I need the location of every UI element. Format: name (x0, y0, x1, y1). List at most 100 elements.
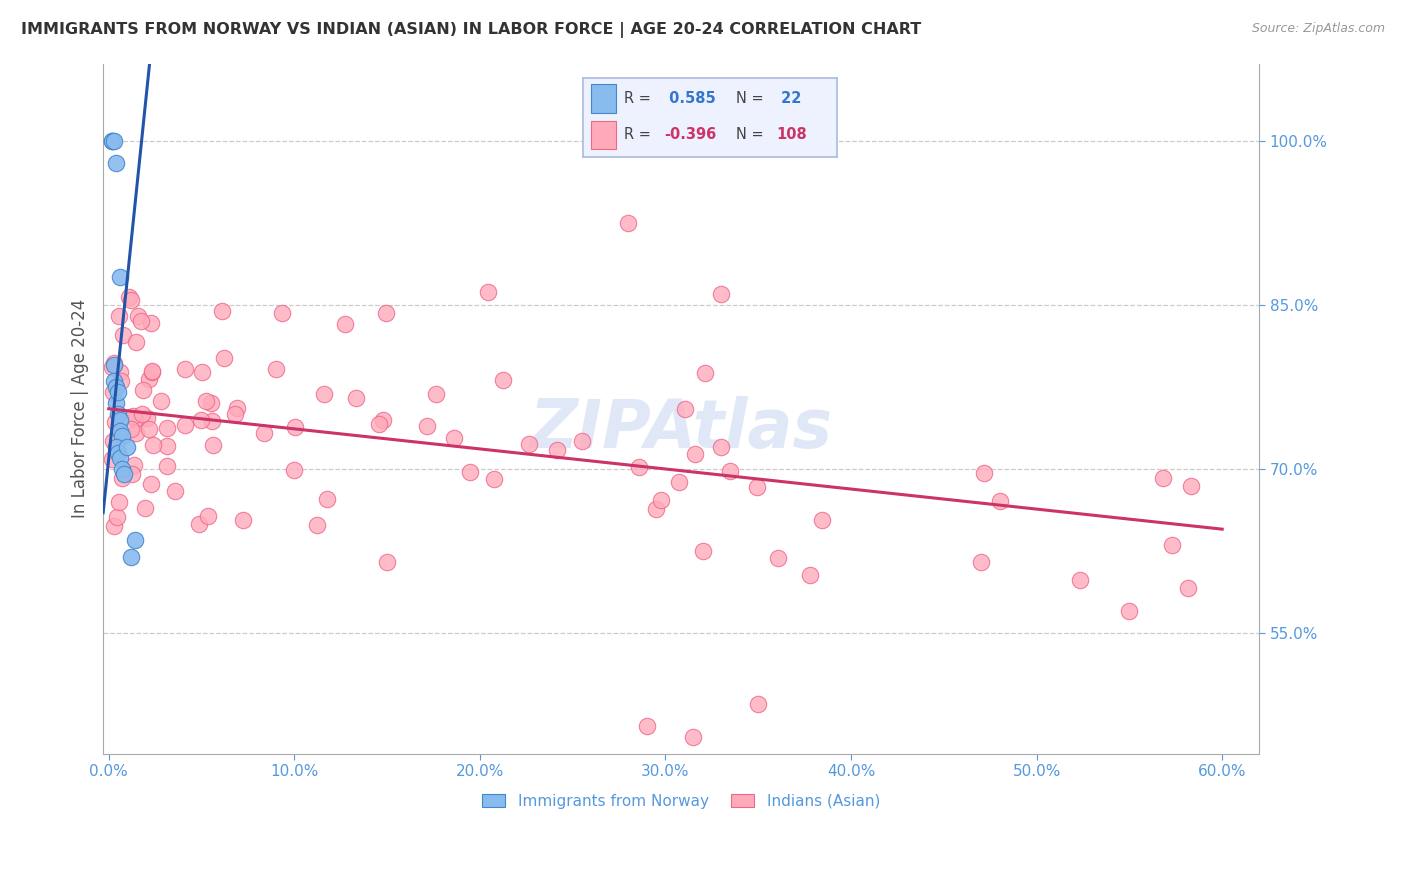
Point (314, 387, 336, 401)
Point (264, 362, 287, 376)
Point (108, 270, 131, 285)
Point (718, 465, 741, 479)
Point (129, 314, 152, 328)
Point (108, 413, 131, 427)
Point (650, 493, 672, 508)
Point (693, 366, 716, 380)
Point (120, 293, 142, 307)
Point (141, 365, 163, 379)
Point (163, 483, 186, 498)
Point (155, 439, 177, 453)
Text: IMMIGRANTS FROM NORWAY VS INDIAN (ASIAN) IN LABOR FORCE | AGE 20-24 CORRELATION : IMMIGRANTS FROM NORWAY VS INDIAN (ASIAN)… (21, 22, 921, 38)
Point (226, 401, 249, 415)
Point (628, 459, 651, 474)
Point (122, 409, 145, 424)
Point (747, 480, 769, 494)
Point (131, 407, 153, 421)
Point (683, 447, 706, 461)
Point (103, 358, 125, 372)
Point (112, 328, 135, 343)
Point (477, 285, 499, 300)
Point (571, 434, 593, 449)
Point (108, 450, 131, 465)
Point (271, 306, 294, 320)
Point (124, 412, 146, 426)
Point (307, 518, 329, 533)
Point (101, 385, 124, 400)
Point (1180, 479, 1202, 493)
Point (458, 465, 481, 479)
Point (484, 471, 506, 485)
Point (636, 719, 658, 733)
Point (747, 698, 769, 712)
Point (139, 477, 162, 491)
Point (232, 513, 254, 527)
Point (645, 501, 668, 516)
Point (191, 365, 214, 379)
Point (101, 134, 124, 148)
Point (131, 383, 153, 397)
Point (200, 395, 222, 409)
Point (117, 440, 139, 454)
Point (211, 304, 233, 318)
Point (121, 467, 143, 481)
Point (105, 380, 128, 394)
Point (111, 462, 134, 476)
Point (1152, 471, 1174, 485)
Point (174, 418, 197, 433)
Point (150, 394, 173, 409)
Point (120, 549, 142, 564)
Y-axis label: In Labor Force | Age 20-24: In Labor Force | Age 20-24 (72, 299, 89, 518)
Point (110, 374, 132, 388)
Text: Source: ZipAtlas.com: Source: ZipAtlas.com (1251, 22, 1385, 36)
Point (108, 424, 131, 438)
Point (111, 429, 134, 443)
Point (224, 407, 246, 421)
Point (105, 440, 128, 454)
Point (212, 351, 235, 365)
Point (811, 513, 834, 527)
Point (710, 440, 733, 454)
Point (197, 508, 219, 523)
Point (799, 567, 821, 582)
Point (190, 413, 212, 427)
Point (101, 359, 124, 374)
Point (284, 420, 307, 434)
Point (1118, 604, 1140, 618)
Point (682, 730, 704, 744)
Point (103, 375, 125, 389)
Point (1160, 538, 1182, 552)
Point (105, 155, 128, 169)
Point (333, 317, 356, 331)
Point (492, 373, 515, 387)
Point (107, 445, 129, 459)
Point (138, 422, 160, 436)
Point (375, 305, 398, 319)
Point (201, 414, 224, 428)
Point (617, 216, 640, 230)
Point (344, 392, 367, 406)
Point (103, 519, 125, 533)
Point (105, 396, 128, 410)
Point (416, 418, 439, 433)
Point (443, 431, 465, 445)
Point (673, 402, 696, 417)
Point (201, 438, 224, 452)
Point (519, 437, 541, 451)
Point (134, 500, 156, 515)
Point (101, 134, 124, 148)
Point (111, 471, 134, 485)
Point (104, 415, 127, 429)
Point (375, 556, 398, 570)
Point (253, 425, 276, 440)
Point (108, 495, 131, 509)
Point (101, 452, 124, 467)
Point (1069, 573, 1091, 587)
Point (970, 555, 993, 569)
Point (120, 422, 142, 436)
Point (124, 458, 146, 472)
Point (692, 544, 714, 558)
Point (766, 551, 789, 566)
Point (546, 443, 568, 458)
Point (127, 310, 149, 324)
